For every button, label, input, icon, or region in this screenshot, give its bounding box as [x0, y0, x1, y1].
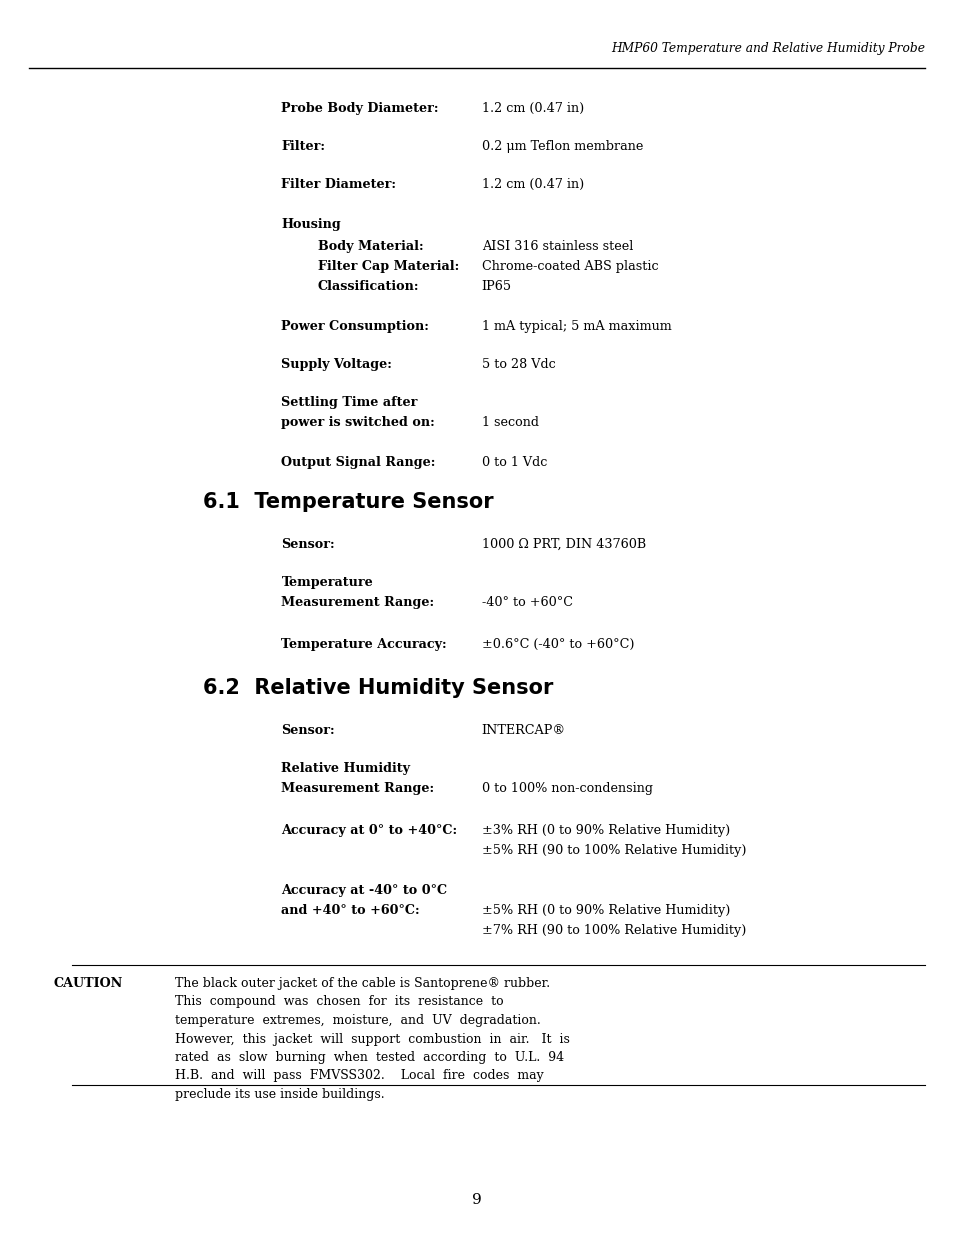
- Text: ±0.6°C (-40° to +60°C): ±0.6°C (-40° to +60°C): [481, 638, 634, 651]
- Text: CAUTION: CAUTION: [53, 977, 122, 990]
- Text: and +40° to +60°C:: and +40° to +60°C:: [281, 904, 419, 918]
- Text: AISI 316 stainless steel: AISI 316 stainless steel: [481, 240, 633, 253]
- Text: temperature  extremes,  moisture,  and  UV  degradation.: temperature extremes, moisture, and UV d…: [174, 1014, 539, 1028]
- Text: Power Consumption:: Power Consumption:: [281, 320, 429, 333]
- Text: Filter:: Filter:: [281, 140, 325, 153]
- Text: 9: 9: [472, 1193, 481, 1207]
- Text: 1 mA typical; 5 mA maximum: 1 mA typical; 5 mA maximum: [481, 320, 671, 333]
- Text: Body Material:: Body Material:: [317, 240, 423, 253]
- Text: However,  this  jacket  will  support  combustion  in  air.   It  is: However, this jacket will support combus…: [174, 1032, 569, 1046]
- Text: ±7% RH (90 to 100% Relative Humidity): ±7% RH (90 to 100% Relative Humidity): [481, 924, 745, 937]
- Text: Sensor:: Sensor:: [281, 538, 335, 551]
- Text: Output Signal Range:: Output Signal Range:: [281, 456, 436, 469]
- Text: ±5% RH (90 to 100% Relative Humidity): ±5% RH (90 to 100% Relative Humidity): [481, 844, 745, 857]
- Text: preclude its use inside buildings.: preclude its use inside buildings.: [174, 1088, 384, 1100]
- Text: IP65: IP65: [481, 280, 512, 293]
- Text: Measurement Range:: Measurement Range:: [281, 782, 435, 795]
- Text: This  compound  was  chosen  for  its  resistance  to: This compound was chosen for its resista…: [174, 995, 502, 1009]
- Text: ±3% RH (0 to 90% Relative Humidity): ±3% RH (0 to 90% Relative Humidity): [481, 824, 729, 837]
- Text: Accuracy at -40° to 0°C: Accuracy at -40° to 0°C: [281, 884, 447, 897]
- Text: H.B.  and  will  pass  FMVSS302.    Local  fire  codes  may: H.B. and will pass FMVSS302. Local fire …: [174, 1070, 543, 1083]
- Text: The black outer jacket of the cable is Santoprene® rubber.: The black outer jacket of the cable is S…: [174, 977, 549, 990]
- Text: Accuracy at 0° to +40°C:: Accuracy at 0° to +40°C:: [281, 824, 457, 837]
- Text: power is switched on:: power is switched on:: [281, 416, 435, 429]
- Text: 0 to 100% non-condensing: 0 to 100% non-condensing: [481, 782, 652, 795]
- Text: Temperature Accuracy:: Temperature Accuracy:: [281, 638, 447, 651]
- Text: 5 to 28 Vdc: 5 to 28 Vdc: [481, 358, 555, 370]
- Text: 1.2 cm (0.47 in): 1.2 cm (0.47 in): [481, 103, 583, 115]
- Text: Classification:: Classification:: [317, 280, 418, 293]
- Text: Housing: Housing: [281, 219, 341, 231]
- Text: rated  as  slow  burning  when  tested  according  to  U.L.  94: rated as slow burning when tested accord…: [174, 1051, 563, 1065]
- Text: HMP60 Temperature and Relative Humidity Probe: HMP60 Temperature and Relative Humidity …: [611, 42, 924, 56]
- Text: INTERCAP®: INTERCAP®: [481, 724, 565, 737]
- Text: Measurement Range:: Measurement Range:: [281, 597, 435, 609]
- Text: Filter Cap Material:: Filter Cap Material:: [317, 261, 458, 273]
- Text: 0.2 μm Teflon membrane: 0.2 μm Teflon membrane: [481, 140, 642, 153]
- Text: Sensor:: Sensor:: [281, 724, 335, 737]
- Text: 1000 Ω PRT, DIN 43760B: 1000 Ω PRT, DIN 43760B: [481, 538, 645, 551]
- Text: 6.1  Temperature Sensor: 6.1 Temperature Sensor: [202, 492, 493, 513]
- Text: 1.2 cm (0.47 in): 1.2 cm (0.47 in): [481, 178, 583, 191]
- Text: Chrome-coated ABS plastic: Chrome-coated ABS plastic: [481, 261, 658, 273]
- Text: -40° to +60°C: -40° to +60°C: [481, 597, 572, 609]
- Text: 0 to 1 Vdc: 0 to 1 Vdc: [481, 456, 547, 469]
- Text: Settling Time after: Settling Time after: [281, 396, 417, 409]
- Text: 6.2  Relative Humidity Sensor: 6.2 Relative Humidity Sensor: [202, 678, 553, 698]
- Text: ±5% RH (0 to 90% Relative Humidity): ±5% RH (0 to 90% Relative Humidity): [481, 904, 729, 918]
- Text: Temperature: Temperature: [281, 576, 373, 589]
- Text: Relative Humidity: Relative Humidity: [281, 762, 410, 776]
- Text: Probe Body Diameter:: Probe Body Diameter:: [281, 103, 438, 115]
- Text: 1 second: 1 second: [481, 416, 538, 429]
- Text: Supply Voltage:: Supply Voltage:: [281, 358, 392, 370]
- Text: Filter Diameter:: Filter Diameter:: [281, 178, 396, 191]
